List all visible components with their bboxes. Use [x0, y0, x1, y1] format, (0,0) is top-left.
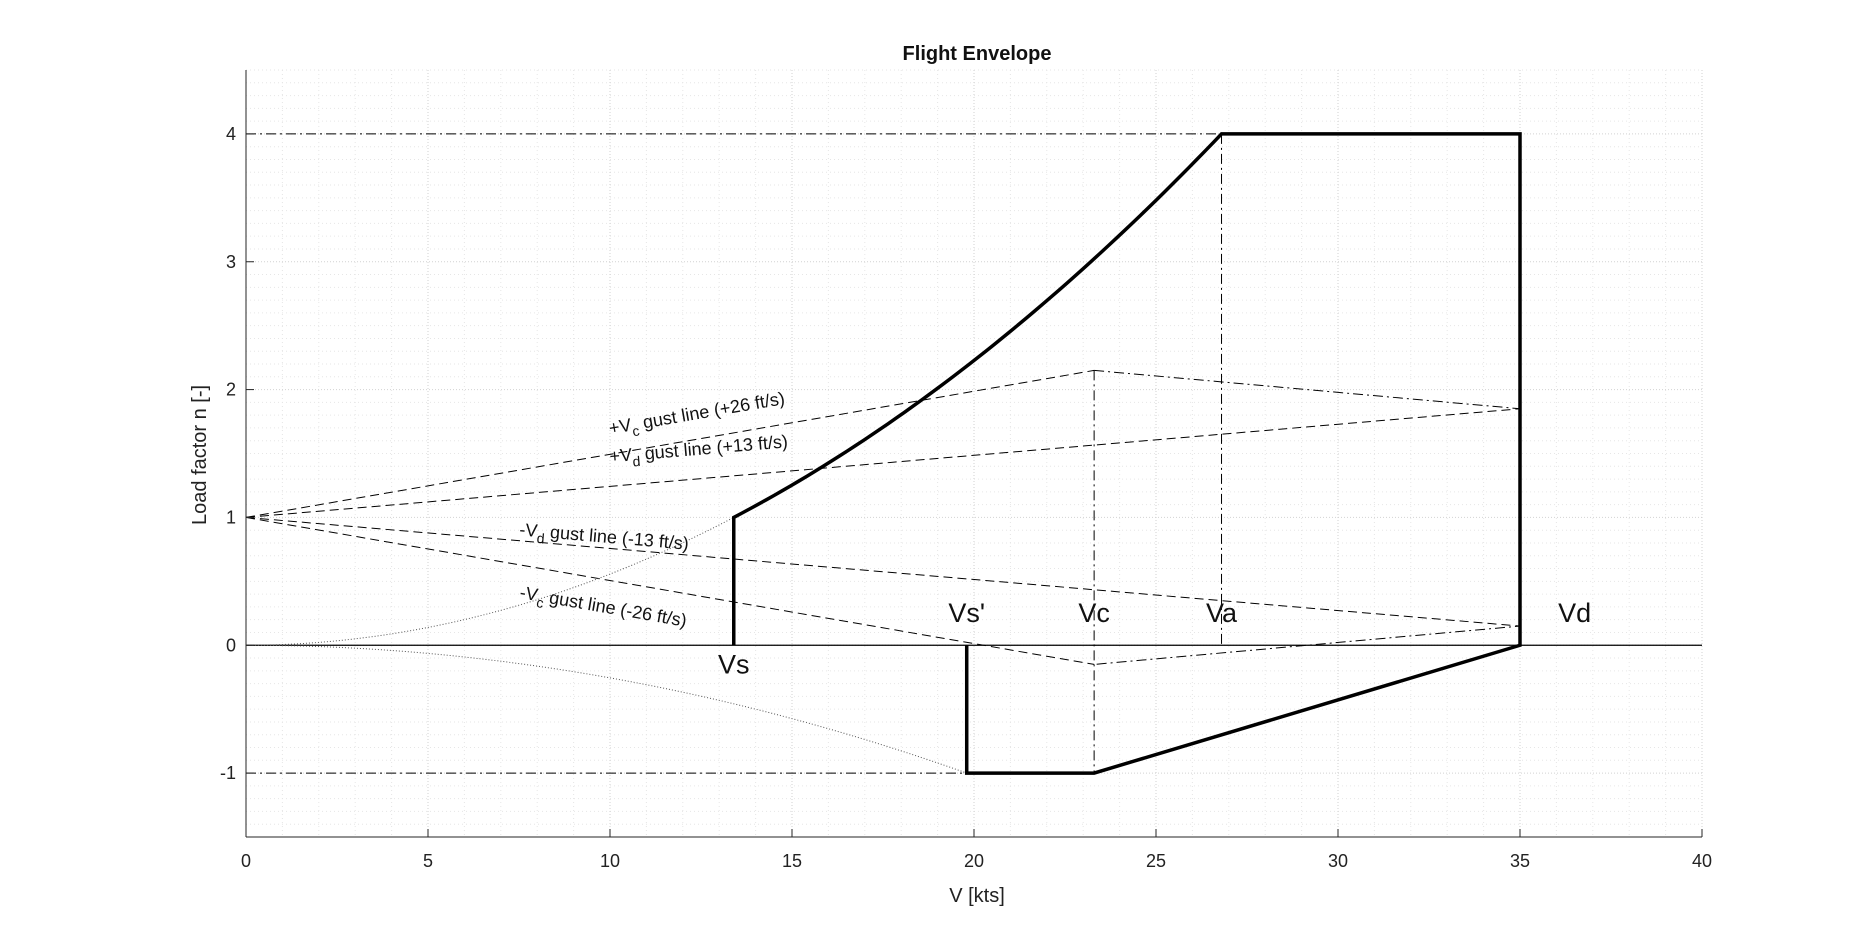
y-tick-label: 2	[226, 380, 236, 400]
x-tick-label: 5	[423, 851, 433, 871]
gust-lines	[245, 369, 1521, 665]
x-tick-label: 25	[1146, 851, 1166, 871]
x-tick-label: 20	[964, 851, 984, 871]
x-tick-label: 10	[600, 851, 620, 871]
envelope-boundary	[732, 132, 1522, 775]
gust-line-1	[245, 369, 1095, 518]
stall-curves	[245, 516, 967, 774]
speed-label: Vc	[1078, 598, 1110, 628]
x-tick-label: 15	[782, 851, 802, 871]
gust-line-2	[245, 408, 1521, 518]
y-tick-label: 4	[226, 124, 236, 144]
reference-lines	[246, 133, 1702, 774]
y-tick-label: -1	[220, 763, 236, 783]
gust-line-label: -Vd gust line (-13 ft/s)	[518, 519, 689, 558]
flight-envelope-boundary	[732, 132, 1522, 775]
y-tick-label: 1	[226, 507, 236, 527]
positive-stall-curve	[245, 516, 734, 646]
speed-label: Vs	[718, 649, 750, 679]
y-tick-label: 0	[226, 635, 236, 655]
gust-line-3	[245, 516, 1521, 627]
negative-stall-curve	[245, 644, 967, 774]
x-tick-label: 30	[1328, 851, 1348, 871]
gust-line-label: -Vc gust line (-26 ft/s)	[517, 582, 688, 635]
tick-labels: 0 5 10 15 20 25 30 35 40 -1 0 1 2 3 4	[220, 124, 1712, 871]
chart-title: Flight Envelope	[903, 43, 1052, 65]
gust-line-4	[245, 516, 1095, 665]
x-tick-label: 40	[1692, 851, 1712, 871]
x-axis-label: V [kts]	[949, 885, 1005, 907]
speed-label: Vd	[1558, 598, 1591, 628]
y-axis-label: Load factor n [-]	[189, 385, 211, 525]
speed-label: Vs'	[948, 598, 985, 628]
x-tick-label: 35	[1510, 851, 1530, 871]
axes	[245, 70, 1703, 838]
y-tick-label: 3	[226, 252, 236, 272]
speed-label: Va	[1206, 598, 1238, 628]
x-tick-label: 0	[241, 851, 251, 871]
